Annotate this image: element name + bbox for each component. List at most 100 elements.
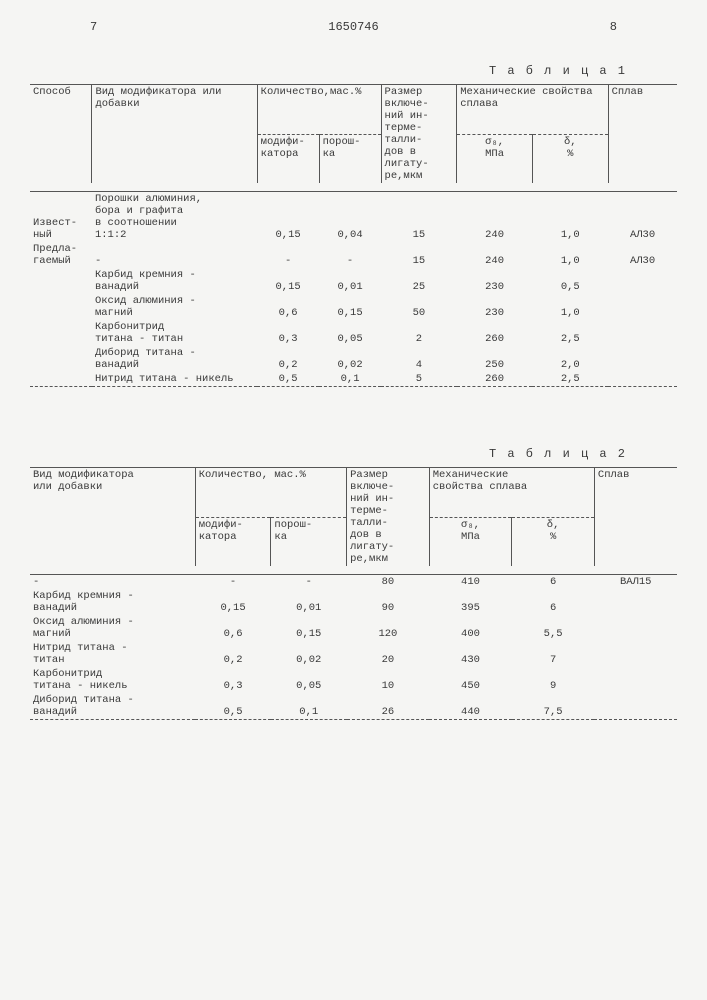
cell: - <box>92 242 257 268</box>
cell: АЛ30 <box>608 192 677 243</box>
cell: 400 <box>429 615 512 641</box>
cell: - <box>271 575 347 590</box>
t1-h-qty-pow: порош- ка <box>319 134 381 183</box>
cell: 0,3 <box>195 667 271 693</box>
cell: 6 <box>512 589 595 615</box>
cell: - <box>195 575 271 590</box>
table-row: Предла- гаемый---152401,0АЛ30 <box>30 242 677 268</box>
t2-h-alloy: Сплав <box>594 468 677 567</box>
t1-h-modifier: Вид модификатора или добавки <box>92 85 257 184</box>
cell: Диборид титана - ванадий <box>30 693 195 720</box>
page-header: 7 1650746 8 <box>30 20 677 34</box>
cell <box>30 320 92 346</box>
cell: - <box>30 575 195 590</box>
table-row: Извест- ныйПорошки алюминия, бора и граф… <box>30 192 677 243</box>
cell: Карбонитрид титана - никель <box>30 667 195 693</box>
cell: 7 <box>512 641 595 667</box>
cell: Порошки алюминия, бора и графита в соотн… <box>92 192 257 243</box>
cell: 395 <box>429 589 512 615</box>
cell: 250 <box>457 346 533 372</box>
cell: 240 <box>457 242 533 268</box>
cell: 15 <box>381 192 457 243</box>
t1-h-qty-mod: модифи- катора <box>257 134 319 183</box>
cell: 0,6 <box>195 615 271 641</box>
cell <box>594 589 677 615</box>
cell: 6 <box>512 575 595 590</box>
cell: 0,01 <box>271 589 347 615</box>
table2-caption: Т а б л и ц а 2 <box>30 447 627 461</box>
cell: 0,01 <box>319 268 381 294</box>
cell: 0,5 <box>195 693 271 720</box>
cell: 0,05 <box>271 667 347 693</box>
cell: 80 <box>347 575 430 590</box>
cell <box>608 320 677 346</box>
t1-h-method: Способ <box>30 85 92 184</box>
cell: 0,04 <box>319 192 381 243</box>
cell: Оксид алюминия - магний <box>92 294 257 320</box>
t2-h-delta: δ, % <box>512 517 595 566</box>
table-row: Карбид кремния - ванадий0,150,01252300,5 <box>30 268 677 294</box>
table-row: Карбонитрид титана - никель0,30,05104509 <box>30 667 677 693</box>
table-row: ---804106ВАЛ15 <box>30 575 677 590</box>
page-num-left: 7 <box>90 20 97 34</box>
table-row: Оксид алюминия - магний0,60,151204005,5 <box>30 615 677 641</box>
cell: Извест- ный <box>30 192 92 243</box>
t1-h-delta: δ, % <box>532 134 608 183</box>
cell <box>594 641 677 667</box>
table-row: Диборид титана - ванадий0,50,1264407,5 <box>30 693 677 720</box>
cell: 26 <box>347 693 430 720</box>
cell: 260 <box>457 372 533 387</box>
cell: 0,02 <box>271 641 347 667</box>
cell: 5 <box>381 372 457 387</box>
cell: 0,6 <box>257 294 319 320</box>
t1-h-sigma: σ₈, МПа <box>457 134 533 183</box>
cell: 2,5 <box>532 372 608 387</box>
cell: 0,15 <box>271 615 347 641</box>
cell: 0,15 <box>195 589 271 615</box>
cell <box>608 346 677 372</box>
cell <box>30 372 92 387</box>
t2-h-qty: Количество, мас.% <box>195 468 346 518</box>
cell: 2 <box>381 320 457 346</box>
t1-h-qty: Количество,мас.% <box>257 85 381 135</box>
cell: Карбонитрид титана - титан <box>92 320 257 346</box>
cell <box>30 346 92 372</box>
cell <box>608 294 677 320</box>
table1: Способ Вид модификатора или добавки Коли… <box>30 84 677 387</box>
cell: 50 <box>381 294 457 320</box>
cell: Карбид кремния - ванадий <box>92 268 257 294</box>
cell: 0,2 <box>195 641 271 667</box>
cell <box>594 667 677 693</box>
cell: 20 <box>347 641 430 667</box>
table-row: Нитрид титана - титан0,20,02204307 <box>30 641 677 667</box>
t1-h-mech: Механические свойства сплава <box>457 85 608 135</box>
cell: 1,0 <box>532 242 608 268</box>
cell: 0,02 <box>319 346 381 372</box>
cell: АЛ30 <box>608 242 677 268</box>
cell: 0,1 <box>319 372 381 387</box>
cell: 0,15 <box>257 268 319 294</box>
cell: 0,15 <box>257 192 319 243</box>
table2: Вид модификатора или добавки Количество,… <box>30 467 677 720</box>
t2-h-modifier: Вид модификатора или добавки <box>30 468 195 567</box>
cell: - <box>319 242 381 268</box>
cell: 2,0 <box>532 346 608 372</box>
cell: Предла- гаемый <box>30 242 92 268</box>
cell: 0,15 <box>319 294 381 320</box>
cell <box>594 693 677 720</box>
cell: 0,5 <box>532 268 608 294</box>
table-row: Оксид алюминия - магний0,60,15502301,0 <box>30 294 677 320</box>
t2-h-qty-pow: порош- ка <box>271 517 347 566</box>
cell: 7,5 <box>512 693 595 720</box>
cell: - <box>257 242 319 268</box>
doc-number: 1650746 <box>328 20 378 34</box>
cell: 260 <box>457 320 533 346</box>
cell: 9 <box>512 667 595 693</box>
cell <box>608 372 677 387</box>
cell: 10 <box>347 667 430 693</box>
t2-h-mech: Механические свойства сплава <box>429 468 594 518</box>
cell: 4 <box>381 346 457 372</box>
cell <box>594 615 677 641</box>
cell: 1,0 <box>532 192 608 243</box>
cell: 120 <box>347 615 430 641</box>
